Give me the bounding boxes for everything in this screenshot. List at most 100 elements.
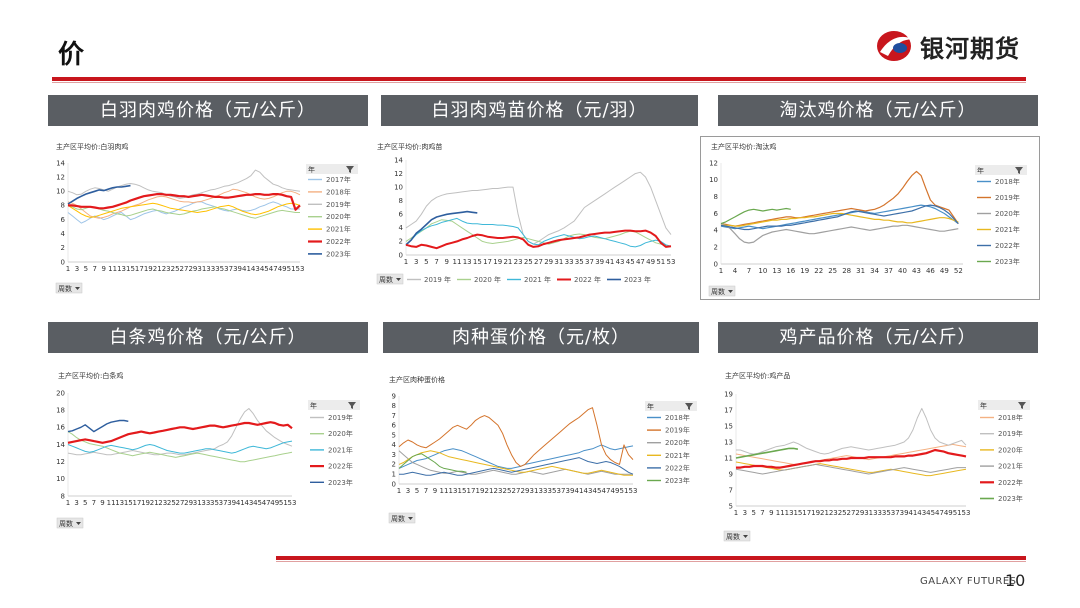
week-filter-button: [723, 530, 751, 542]
panel-title-chick-price: 白羽肉鸡苗价格（元/羽）: [381, 95, 698, 126]
x-tick-label: 23: [829, 509, 838, 517]
y-tick-label: 0: [61, 258, 65, 266]
series-line-2018c: [720, 204, 959, 230]
x-tick-label: 37: [219, 499, 228, 507]
series-line-2023: [67, 419, 129, 433]
x-tick-label: 4: [733, 267, 738, 275]
x-tick-label: 19: [811, 509, 820, 517]
legend-header-bg: [308, 400, 360, 410]
series-line-2018c: [398, 444, 634, 469]
chart-culled-hen-price: 主产区平均价:淘汰鸡 0 2 4 6 8 10 12 1 4 7 10 13 16 19 22 25 28 31 34…: [700, 136, 1040, 300]
legend-label: 2020年: [326, 212, 351, 221]
x-tick-label: 49: [611, 487, 620, 495]
legend-label: 2022年: [995, 241, 1020, 250]
legend-label: 2018年: [995, 177, 1020, 186]
legend-title: 年: [977, 166, 984, 175]
legend-label: 2019年: [328, 413, 353, 422]
chart-title: 主产区肉种蛋价格: [389, 375, 445, 384]
x-tick-label: 13: [463, 258, 472, 266]
week-filter-label: 周数: [379, 275, 393, 284]
x-tick-label: 47: [935, 509, 944, 517]
y-tick-label: 2: [399, 238, 403, 246]
legend-label: 2023年: [665, 476, 690, 485]
y-tick-label: 20: [56, 389, 65, 397]
series-line-2018: [67, 188, 301, 219]
y-tick-label: 6: [714, 210, 719, 218]
x-tick-label: 23: [514, 258, 523, 266]
y-tick-label: 2: [61, 244, 65, 252]
x-tick-label: 3: [406, 487, 410, 495]
y-tick-label: 6: [399, 211, 404, 219]
x-tick-label: 45: [626, 258, 635, 266]
series-line-2020b: [405, 219, 672, 247]
week-filter-button: [708, 285, 736, 297]
legend-label: 2017年: [326, 175, 351, 184]
x-tick-label: 7: [760, 509, 764, 517]
legend-label: 2020年: [328, 429, 353, 438]
x-tick-label: 40: [898, 267, 907, 275]
x-tick-label: 9: [100, 499, 104, 507]
y-tick-label: 8: [399, 197, 403, 205]
x-tick-label: 27: [534, 258, 543, 266]
y-tick-label: 15: [724, 422, 733, 430]
x-tick-label: 43: [912, 267, 921, 275]
x-tick-label: 23: [494, 487, 503, 495]
legend-label: 2019 年: [424, 275, 451, 284]
x-tick-label: 39: [900, 509, 909, 517]
x-tick-label: 11: [108, 265, 117, 273]
x-tick-label: 1: [734, 509, 738, 517]
x-tick-label: 15: [126, 265, 135, 273]
legend-label: 2018年: [326, 187, 351, 196]
x-tick-label: 17: [132, 499, 141, 507]
legend-label: 2023 年: [624, 275, 651, 284]
x-tick-label: 52: [954, 267, 963, 275]
x-tick-label: 43: [917, 509, 926, 517]
x-tick-label: 25: [171, 265, 180, 273]
x-tick-label: 7: [424, 487, 428, 495]
x-tick-label: 5: [751, 509, 755, 517]
chart-chicken-product-price: 主产区平均价:鸡产品 5 7 9 11 13 15 17 19 1 3 5 7 9 11 13 15 17 19 21…: [718, 368, 1033, 548]
chart-title: 主产区平均价:白羽肉鸡: [56, 142, 128, 151]
legend-label: 2018年: [665, 413, 690, 422]
legend-title: 年: [980, 401, 987, 410]
y-tick-label: 8: [61, 202, 65, 210]
x-tick-label: 23: [158, 499, 167, 507]
x-tick-label: 43: [584, 487, 593, 495]
x-tick-label: 29: [544, 258, 553, 266]
y-tick-label: 0: [399, 251, 403, 259]
x-tick-label: 17: [467, 487, 476, 495]
x-tick-label: 45: [593, 487, 602, 495]
y-tick-label: 7: [392, 412, 396, 420]
series-line-2020c: [720, 223, 959, 244]
x-tick-label: 1: [66, 265, 70, 273]
galaxy-logo-icon: [877, 31, 914, 61]
x-tick-label: 19: [476, 487, 485, 495]
x-tick-label: 15: [124, 499, 133, 507]
legend-header-bg: [645, 401, 697, 411]
series-line-2021b: [405, 217, 672, 248]
legend-label: 2021年: [326, 225, 351, 234]
chevron-down-icon: [408, 517, 413, 520]
x-tick-label: 13: [115, 499, 124, 507]
x-tick-label: 37: [585, 258, 594, 266]
bottom-divider-thin: [276, 561, 1026, 562]
chart-title: 主产区平均价:白条鸡: [58, 371, 123, 380]
x-tick-label: 27: [176, 499, 185, 507]
series-line-2020: [67, 204, 300, 219]
x-tick-label: 3: [414, 258, 418, 266]
week-filter-button: [388, 512, 416, 524]
chevron-down-icon: [396, 278, 401, 281]
series-line-2019b: [736, 407, 967, 455]
x-tick-label: 19: [144, 265, 153, 273]
x-tick-label: 23: [162, 265, 171, 273]
series-line-2022: [67, 421, 293, 444]
y-tick-label: 16: [56, 424, 65, 432]
panel-title-chicken-product-price: 鸡产品价格（元/公斤）: [718, 322, 1038, 353]
y-tick-label: 7: [729, 486, 733, 494]
legend-label: 2021 年: [524, 275, 551, 284]
legend-title: 年: [308, 165, 315, 174]
y-tick-label: 13: [724, 438, 733, 446]
